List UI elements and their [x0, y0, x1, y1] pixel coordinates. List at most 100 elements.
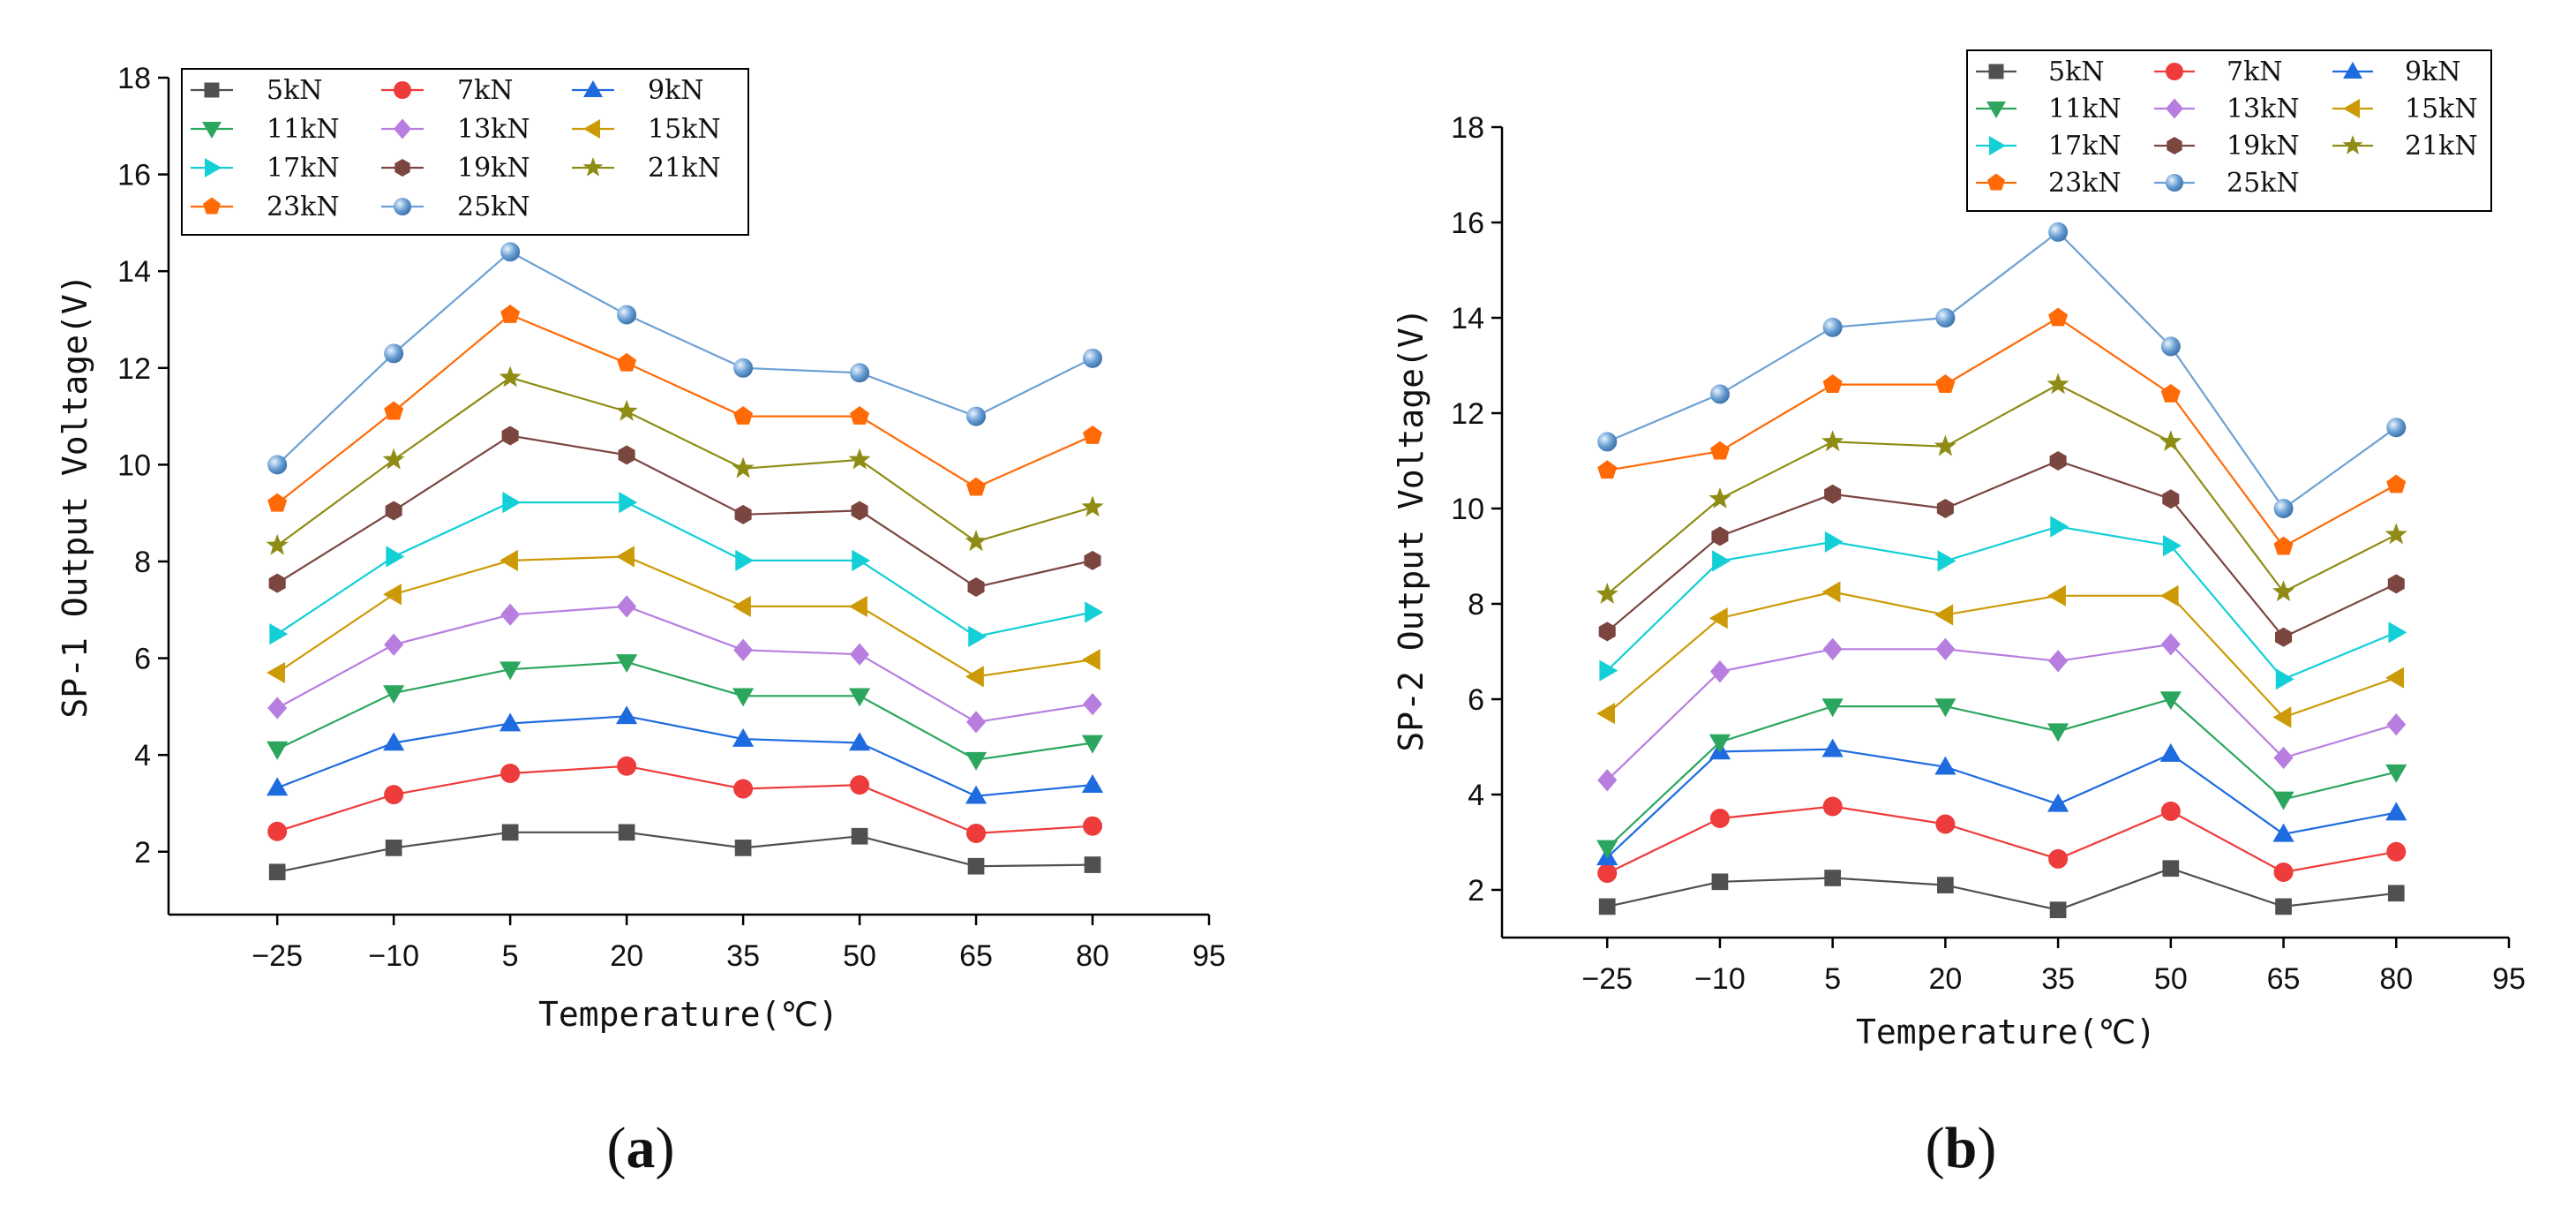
y-tick-label-b: 16 [1451, 207, 1484, 240]
data-point-25kN-a [384, 343, 404, 364]
y-tick-label-a: 4 [134, 739, 151, 772]
data-point-11kN-a [616, 654, 638, 674]
series-line-15kN-a [276, 555, 1093, 678]
legend-marker-23kN-b [1987, 173, 2005, 191]
data-point-17kN-b [2163, 535, 2182, 557]
data-point-21kN-b [2159, 430, 2182, 452]
series-23kN-a [267, 304, 1103, 512]
legend-entry-11kN-b: 11kN [1976, 94, 2122, 124]
legend-label-5kN-b: 5kN [2048, 57, 2105, 87]
x-tick-label-a: 95 [1192, 939, 1226, 973]
data-point-19kN-b [2049, 451, 2067, 471]
panel-a-label: (a) [607, 1116, 675, 1180]
data-point-13kN-b [1709, 660, 1730, 683]
legend-marker-23kN-a [203, 197, 221, 215]
series-line-9kN-a [276, 715, 1093, 797]
data-point-23kN-a [267, 493, 288, 512]
series-15kN-a [267, 546, 1100, 688]
x-tick-label-b: 80 [2379, 962, 2413, 996]
data-point-23kN-b [2160, 383, 2181, 403]
data-point-17kN-a [269, 623, 289, 645]
data-point-11kN-a [499, 661, 522, 681]
data-point-19kN-a [618, 445, 635, 465]
data-point-9kN-a [848, 732, 871, 751]
data-point-11kN-b [1596, 840, 1618, 859]
series-line-7kN-b [1606, 805, 2397, 875]
data-point-25kN-b [1597, 432, 1618, 452]
data-point-19kN-b [2162, 489, 2180, 509]
x-tick-label-a: 80 [1076, 939, 1109, 973]
data-point-25kN-b [2386, 418, 2407, 438]
data-point-23kN-a [500, 304, 521, 323]
legend-marker-11kN-b [1986, 102, 2006, 118]
series-line-5kN-b [1606, 867, 2397, 911]
legend-label-13kN-a: 13kN [457, 114, 530, 145]
data-point-13kN-a [267, 697, 288, 720]
series-line-25kN-b [1606, 230, 2397, 510]
data-point-23kN-b [1822, 374, 1843, 393]
y-axis-title-b: SP-2 Output Voltage(V) [1392, 307, 1431, 751]
data-point-5kN-a [1084, 856, 1101, 873]
data-point-11kN-b [2047, 723, 2069, 742]
data-point-21kN-a [382, 448, 405, 470]
x-tick-label-a: 50 [843, 939, 876, 973]
legend-entry-9kN-b: 9kN [2332, 57, 2461, 87]
data-point-5kN-a [268, 863, 286, 881]
legend-marker-9kN-b [2343, 62, 2362, 79]
data-point-25kN-b [1822, 317, 1843, 337]
data-point-9kN-a [267, 777, 289, 796]
legend-marker-13kN-b [2166, 98, 2183, 119]
x-tick-label-a: 65 [959, 939, 993, 973]
data-point-9kN-b [2272, 823, 2294, 842]
data-point-15kN-b [2385, 667, 2405, 689]
data-point-11kN-b [2272, 791, 2294, 810]
legend-entry-19kN-a: 19kN [381, 153, 530, 184]
data-point-25kN-a [966, 406, 987, 426]
data-point-9kN-b [2159, 743, 2182, 762]
series-7kN-b [1597, 796, 2407, 884]
data-point-19kN-a [268, 573, 286, 593]
legend-entry-17kN-b: 17kN [1976, 131, 2122, 162]
data-point-21kN-b [1934, 434, 1956, 456]
legend-box-b [1966, 49, 2492, 212]
y-tick-label-b: 14 [1451, 302, 1484, 335]
y-tick-label-b: 6 [1468, 683, 1484, 717]
data-point-23kN-a [966, 477, 987, 496]
series-21kN-a [266, 365, 1104, 555]
data-point-13kN-a [1083, 692, 1103, 716]
legend-entry-15kN-a: 15kN [572, 114, 721, 145]
series-9kN-a [267, 705, 1104, 804]
data-point-13kN-b [1935, 637, 1956, 660]
data-point-7kN-a [850, 775, 870, 795]
data-point-23kN-b [2048, 307, 2069, 327]
x-tick-label-b: −25 [1581, 962, 1633, 996]
data-point-21kN-b [1709, 487, 1731, 509]
legend-marker-5kN-b [1988, 64, 2004, 79]
data-point-7kN-a [267, 821, 288, 841]
data-point-7kN-a [733, 779, 754, 799]
x-tick-label-b: 20 [1928, 962, 1962, 996]
legend-entry-25kN-a: 25kN [381, 192, 530, 222]
data-point-9kN-b [2047, 793, 2069, 812]
data-point-9kN-a [616, 705, 638, 725]
data-point-9kN-b [1821, 738, 1844, 757]
series-25kN-a [267, 242, 1103, 475]
data-point-23kN-a [617, 352, 637, 372]
data-point-19kN-b [2387, 574, 2405, 594]
data-point-17kN-b [2388, 622, 2407, 644]
series-5kN-b [1598, 860, 2405, 919]
x-tick-label-b: −10 [1694, 962, 1746, 996]
data-point-25kN-b [2048, 222, 2069, 242]
data-point-25kN-b [2160, 336, 2181, 357]
series-line-23kN-a [276, 313, 1093, 505]
x-axis-title-a: Temperature(℃) [538, 995, 838, 1034]
data-point-13kN-a [850, 643, 870, 666]
legend-entry-5kN-b: 5kN [1976, 57, 2105, 87]
data-point-17kN-b [2050, 516, 2069, 538]
series-line-13kN-b [1606, 643, 2397, 781]
data-point-7kN-a [617, 756, 637, 776]
legend-label-21kN-b: 21kN [2405, 131, 2478, 162]
data-point-13kN-b [2160, 633, 2181, 656]
data-point-15kN-a [383, 584, 402, 606]
legend-entry-21kN-a: 21kN [572, 153, 721, 184]
